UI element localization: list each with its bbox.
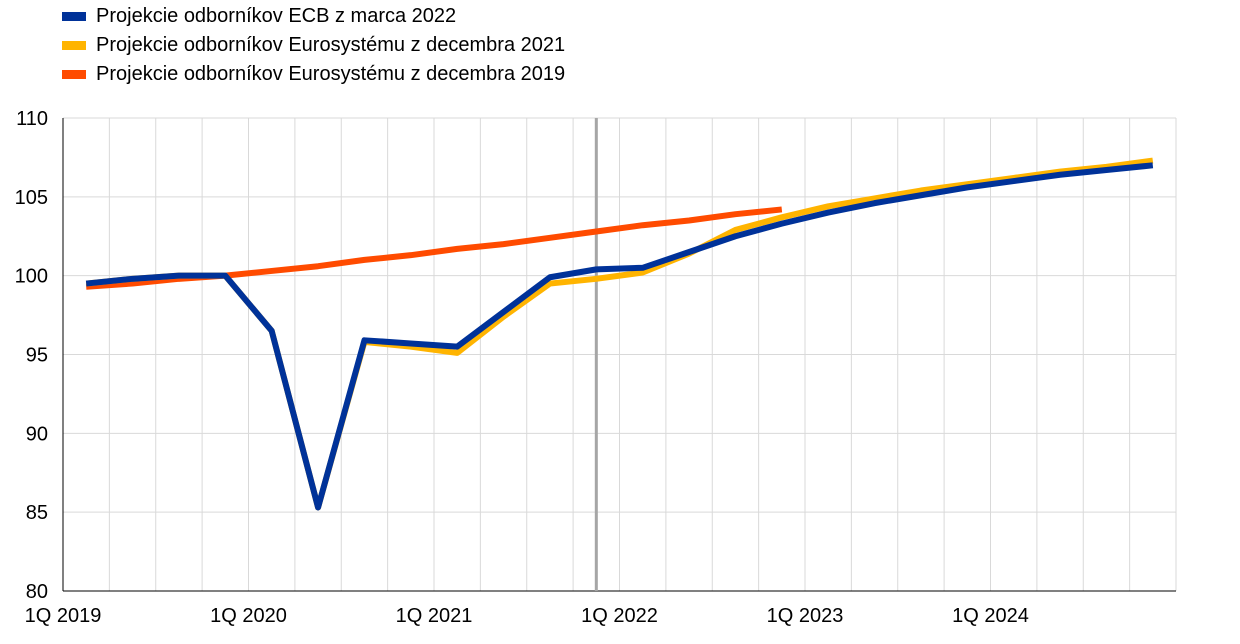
y-tick-label-85: 85	[26, 502, 48, 524]
legend-swatch-eurosystem-dec-2021	[62, 41, 86, 50]
x-tick-label-1Q-2022: 1Q 2022	[581, 605, 658, 627]
y-tick-label-105: 105	[15, 187, 48, 209]
x-tick-label-1Q-2020: 1Q 2020	[210, 605, 287, 627]
y-tick-label-80: 80	[26, 581, 48, 603]
legend-label-eurosystem-dec-2021: Projekcie odborníkov Eurosystému z decem…	[96, 34, 566, 56]
y-tick-label-90: 90	[26, 423, 48, 445]
x-tick-label-1Q-2019: 1Q 2019	[25, 605, 102, 627]
legend-label-ecb-march-2022: Projekcie odborníkov ECB z marca 2022	[96, 5, 457, 27]
legend-item-eurosystem-dec-2019: Projekcie odborníkov Eurosystému z decem…	[62, 60, 565, 89]
x-tick-label-1Q-2023: 1Q 2023	[767, 605, 844, 627]
legend-swatch-eurosystem-dec-2019	[62, 70, 86, 79]
y-tick-label-100: 100	[15, 266, 48, 288]
y-tick-label-95: 95	[26, 345, 48, 367]
y-tick-label-110: 110	[16, 108, 48, 130]
legend-item-ecb-march-2022: Projekcie odborníkov ECB z marca 2022	[62, 2, 565, 31]
chart-legend: Projekcie odborníkov ECB z marca 2022 Pr…	[62, 2, 565, 89]
legend-label-eurosystem-dec-2019: Projekcie odborníkov Eurosystému z decem…	[96, 63, 566, 85]
series-line-2	[85, 162, 1154, 511]
x-tick-label-1Q-2021: 1Q 2021	[396, 605, 473, 627]
legend-item-eurosystem-dec-2021: Projekcie odborníkov Eurosystému z decem…	[62, 31, 565, 60]
x-tick-label-1Q-2024: 1Q 2024	[952, 605, 1029, 627]
legend-swatch-ecb-march-2022	[62, 12, 86, 21]
